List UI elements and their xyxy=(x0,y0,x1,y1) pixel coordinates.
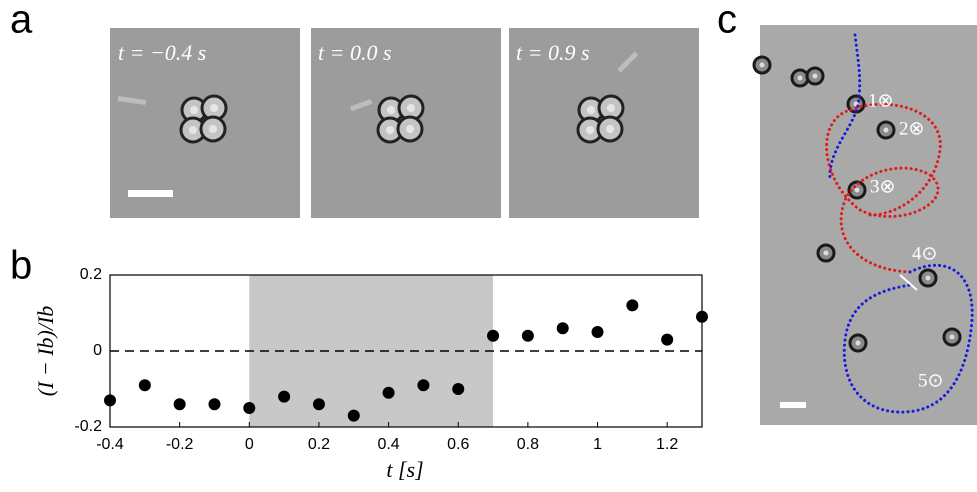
trajectory-image: 1⊗ 2⊗ 3⊗ 4⊙ 5⊙ xyxy=(752,25,977,425)
data-point xyxy=(452,383,465,395)
bead-label: 1⊗ xyxy=(868,90,893,111)
bead-label: 3⊗ xyxy=(870,176,895,197)
x-tick-label: -0.4 xyxy=(96,436,124,453)
frame: t = 0.9 s xyxy=(509,28,699,218)
data-point xyxy=(417,379,430,392)
data-point xyxy=(208,398,221,411)
x-tick-label: 0.4 xyxy=(377,436,399,453)
data-point xyxy=(487,329,500,342)
y-tick-label: 0 xyxy=(93,342,102,359)
x-axis-label: t [s] xyxy=(386,457,423,482)
panel-label: a xyxy=(10,0,33,42)
bead-label: 4⊙ xyxy=(912,243,937,264)
data-point xyxy=(591,326,604,338)
frame-label: t = 0.0 s xyxy=(318,40,392,65)
y-tick-label: -0.2 xyxy=(74,418,102,435)
y-tick-label: 0.2 xyxy=(80,266,102,283)
bead-label: 5⊙ xyxy=(918,370,943,391)
data-point xyxy=(626,299,639,312)
bead-label: 2⊗ xyxy=(899,118,924,139)
x-tick-label: 1 xyxy=(593,436,602,453)
x-tick-label: 0.6 xyxy=(447,436,469,453)
x-tick-label: 0.8 xyxy=(517,436,539,453)
x-tick-label: 0.2 xyxy=(308,436,330,453)
plot: 0.20-0.2-0.4 -0.2 0 0.2 0.4 0.6 0.8 1 1.2 xyxy=(74,266,708,453)
data-point xyxy=(521,329,534,342)
x-tick-label: -0.2 xyxy=(166,436,194,453)
data-point xyxy=(278,390,291,403)
y-axis-label: (I − Ib)/Ib xyxy=(33,306,58,397)
data-point xyxy=(312,398,325,411)
data-point xyxy=(382,386,395,399)
data-point xyxy=(347,409,360,422)
data-point xyxy=(661,333,674,346)
data-point xyxy=(138,379,151,392)
plot-frame xyxy=(109,274,703,428)
frame: t = 0.0 s xyxy=(311,28,501,218)
panel-label: c xyxy=(717,0,737,42)
panel-label: b xyxy=(10,244,32,288)
data-point xyxy=(173,398,186,411)
data-point xyxy=(243,402,256,414)
frame-label: t = −0.4 s xyxy=(118,40,206,65)
x-tick-label: 0 xyxy=(245,436,254,453)
frame-label: t = 0.9 s xyxy=(516,40,590,65)
x-tick-label: 1.2 xyxy=(656,436,678,453)
data-point xyxy=(556,322,569,335)
frame: t = −0.4 s xyxy=(110,28,300,218)
